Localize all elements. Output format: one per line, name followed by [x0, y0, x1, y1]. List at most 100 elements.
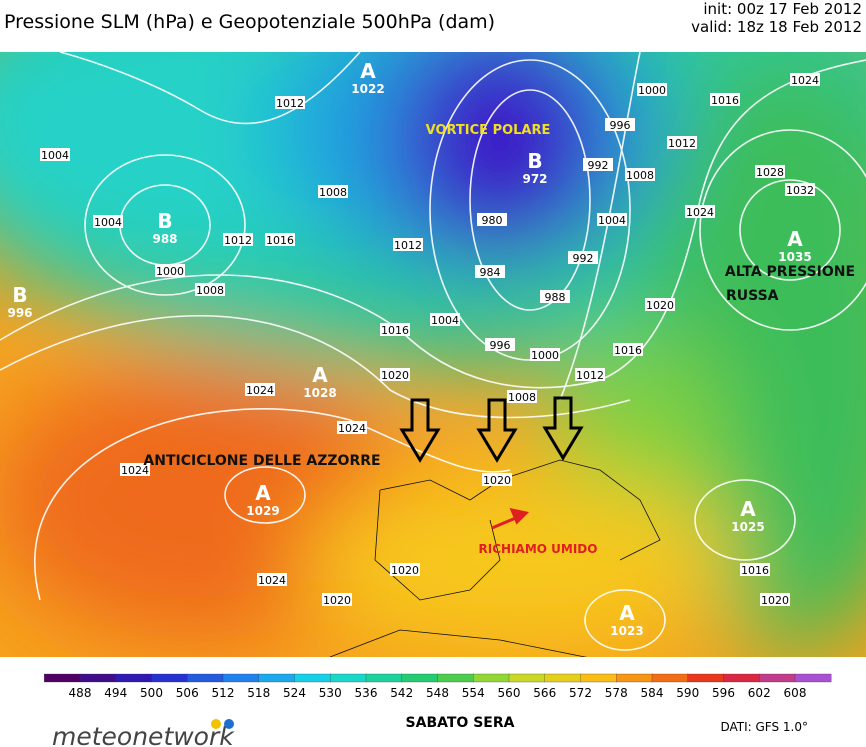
humid-arrow: [491, 507, 530, 530]
isobar-label: 1004: [41, 149, 69, 162]
colorbar: 488 494 500 506 512 518 524 530 536 542 548 554 560 5…: [44, 673, 832, 700]
isobar-label-bg: [685, 205, 715, 218]
colorbar-swatch: [651, 673, 689, 683]
center-value: 988: [152, 232, 177, 246]
logo: meteonetwork: [52, 722, 235, 747]
isobar-label-bg: [540, 290, 570, 303]
isobar-label-bg: [785, 183, 815, 196]
isobar-label: 1020: [381, 369, 409, 382]
isobar-label: 1024: [338, 422, 366, 435]
isobar-label-bg: [740, 563, 770, 576]
isobar-label-bg: [637, 83, 667, 96]
colorbar-swatch: [544, 673, 582, 683]
isobar-label-bg: [507, 390, 537, 403]
isobar-label: 1008: [196, 284, 224, 297]
isobar-label-bg: [790, 73, 820, 86]
isobar-label-bg: [275, 96, 305, 109]
isobar-label-bg: [485, 338, 515, 351]
isobar-label: 1004: [431, 314, 459, 327]
center-value: 1022: [351, 82, 384, 96]
isobar-label: 1008: [319, 186, 347, 199]
colorbar-swatch: [580, 673, 617, 683]
isobar-label-bg: [625, 168, 655, 181]
center-value: 1035: [778, 250, 811, 264]
isobar-label-bg: [760, 593, 790, 606]
isobar-label-bg: [667, 136, 697, 149]
annotation: ALTA PRESSIONE: [725, 264, 855, 280]
colorbar-swatch: [330, 673, 367, 683]
isobar-label: 1012: [276, 97, 304, 110]
isobar-label-bg: [645, 298, 675, 311]
colorbar-swatch: [616, 673, 653, 683]
colorbar-swatch: [759, 673, 796, 683]
isobar-label-bg: [477, 213, 507, 226]
logo-dot: [224, 719, 234, 729]
isobar-label-bg: [155, 264, 185, 277]
colorbar-swatch: [79, 673, 117, 683]
isobar-label-bg: [475, 265, 505, 278]
colorbar-swatch: [401, 673, 439, 683]
colorbar-swatch: [437, 673, 474, 683]
colorbar-tick-label: 488: [69, 686, 92, 700]
isobar-label-bg: [322, 593, 352, 606]
colorbar-tick-label: 560: [498, 686, 521, 700]
center-value: 1029: [246, 504, 279, 518]
center-letter: A: [360, 59, 376, 83]
isobar-label: 1024: [686, 206, 714, 219]
isobar-label: 1012: [224, 234, 252, 247]
annotation: ANTICICLONE DELLE AZZORRE: [143, 453, 380, 469]
center-value: 996: [7, 306, 32, 320]
center-value: 1025: [731, 520, 764, 534]
isobar-label: 1004: [598, 214, 626, 227]
colorbar-tick-label: 572: [569, 686, 592, 700]
isobar-label-bg: [482, 473, 512, 486]
isobar-label-bg: [755, 165, 785, 178]
isobar-label: 1012: [394, 239, 422, 252]
colorbar-tick-label: 578: [605, 686, 628, 700]
caption: SABATO SERA: [406, 715, 515, 731]
flow-arrows: [399, 396, 584, 463]
isobar-label: 1020: [646, 299, 674, 312]
isobar-label-bg: [710, 93, 740, 106]
isobar-label: 1024: [121, 464, 149, 477]
colorbar-swatch: [44, 673, 81, 683]
isobar-label: 1000: [531, 349, 559, 362]
isobar-label: 1024: [246, 384, 274, 397]
colorbar-tick-label: 530: [319, 686, 342, 700]
isobar-label-bg: [430, 313, 460, 326]
center-letter: B: [157, 209, 172, 233]
colorbar-swatch: [222, 673, 260, 683]
isobar-label-bg: [245, 383, 275, 396]
isobar-label-bg: [575, 368, 605, 381]
isobar-label-bg: [195, 283, 225, 296]
center-letter: A: [787, 227, 803, 251]
isobar-label: 1008: [508, 391, 536, 404]
isobar-label: 1000: [156, 265, 184, 278]
isobar-label: 1032: [786, 184, 814, 197]
isobar-label-bg: [257, 573, 287, 586]
isobar-label: 1024: [258, 574, 286, 587]
center-letter: B: [527, 149, 542, 173]
center-letter: A: [255, 481, 271, 505]
colorbar-tick-label: 608: [784, 686, 807, 700]
isobar-label-bg: [613, 343, 643, 356]
isobar-label: 984: [480, 266, 501, 279]
isobar-label: 1000: [638, 84, 666, 97]
isobar-label-bg: [393, 238, 423, 251]
map: [0, 52, 866, 657]
valid-time: valid: 18z 18 Feb 2012: [691, 18, 862, 36]
colorbar-swatch: [151, 673, 188, 683]
isobar-label-bg: [530, 348, 560, 361]
colorbar-swatch: [258, 673, 296, 683]
init-time: init: 00z 17 Feb 2012: [703, 0, 862, 18]
isobar-label: 996: [610, 119, 631, 132]
colorbar-tick-label: 548: [426, 686, 449, 700]
isobar-label-bg: [93, 215, 123, 228]
isobar-label: 1024: [791, 74, 819, 87]
isobar-label: 1016: [266, 234, 294, 247]
isobar-label: 1012: [576, 369, 604, 382]
colorbar-tick-label: 566: [533, 686, 556, 700]
isobar-label: 1020: [483, 474, 511, 487]
isobar-label-bg: [605, 118, 635, 131]
